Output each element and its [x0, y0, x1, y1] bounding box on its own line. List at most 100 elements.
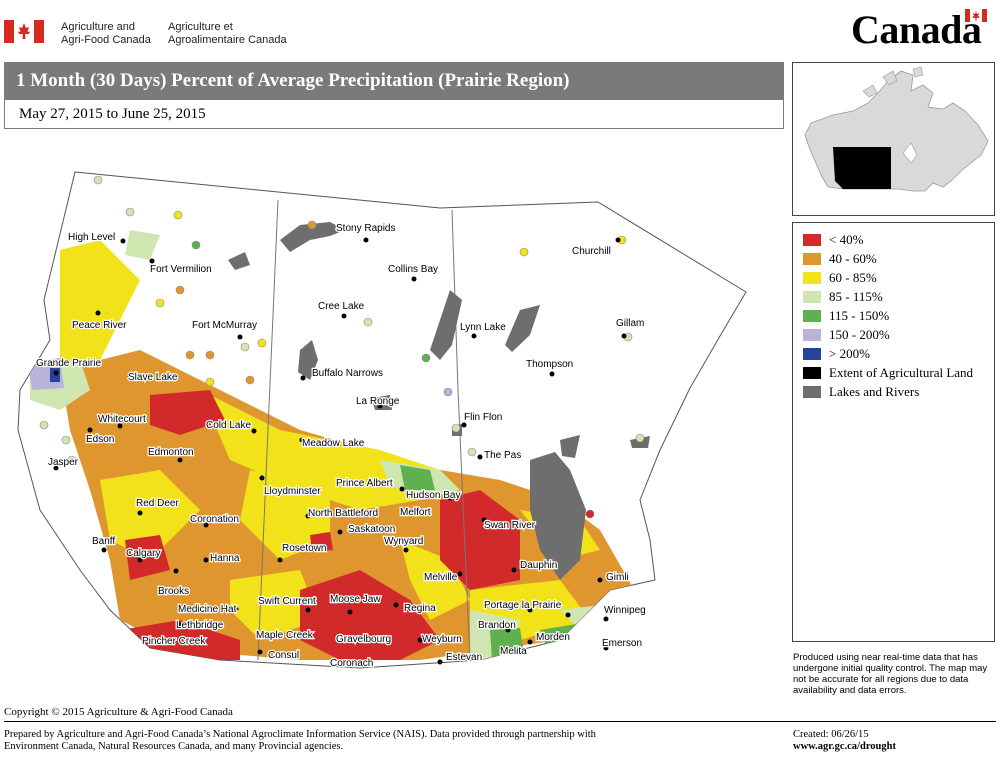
legend-label: < 40%: [829, 232, 864, 247]
footer-divider: [4, 721, 996, 722]
city-label: Coronation: [190, 514, 239, 525]
city-label: Collins Bay: [388, 264, 438, 275]
legend-swatch: [803, 329, 821, 341]
city-label: High Level: [68, 232, 115, 243]
department-name-french: Agriculture et Agroalimentaire Canada: [168, 21, 298, 47]
legend-item: 150 - 200%: [803, 327, 890, 343]
city-label: Brandon: [478, 620, 516, 631]
city-label: Gravelbourg: [336, 634, 391, 645]
city-label: Melfort: [400, 507, 431, 518]
canada-locator-map: [804, 66, 989, 192]
website-link[interactable]: www.agr.gc.ca/drought: [793, 741, 896, 752]
station-markers: [39, 175, 645, 519]
department-en-line2: Agri-Food Canada: [61, 34, 151, 46]
department-fr-line1: Agriculture et: [168, 21, 233, 33]
precipitation-map: High Level Fort Vermilion Peace River Fo…: [17, 171, 747, 671]
date-range: May 27, 2015 to June 25, 2015: [19, 106, 206, 122]
city-label: Gillam: [616, 318, 644, 329]
legend-item: 60 - 85%: [803, 270, 877, 286]
city-label: Coronach: [330, 658, 373, 669]
legend: < 40% 40 - 60% 60 - 85% 85 - 115% 115 - …: [792, 222, 995, 642]
city-label: Swan River: [484, 520, 536, 531]
legend-item: Extent of Agricultural Land: [803, 365, 973, 381]
city-label: Estevan: [446, 652, 482, 663]
city-markers: [53, 237, 627, 665]
city-label: Cree Lake: [318, 301, 365, 312]
created-date: Created: 06/26/15: [793, 729, 869, 740]
legend-label: 40 - 60%: [829, 251, 877, 266]
city-label: Dauphin: [520, 560, 557, 571]
city-label: Moose Jaw: [330, 594, 381, 605]
legend-item: > 200%: [803, 346, 870, 362]
legend-item: 115 - 150%: [803, 308, 889, 324]
city-label: Consul: [268, 650, 299, 661]
legend-item: < 40%: [803, 232, 863, 248]
city-label: Rosetown: [282, 543, 326, 554]
city-label: Meadow Lake: [302, 438, 365, 449]
legend-label: > 200%: [829, 346, 870, 361]
city-label: Jasper: [48, 457, 79, 468]
disclaimer: Produced using near real-time data that …: [793, 652, 988, 696]
legend-item: Lakes and Rivers: [803, 384, 919, 400]
province-boundaries: [257, 199, 471, 661]
city-label: Maple Creek: [256, 630, 314, 641]
city-label: Calgary: [126, 548, 160, 559]
legend-swatch: [803, 367, 821, 379]
department-name-english: Agriculture and Agri-Food Canada: [61, 21, 161, 47]
city-label: Lethbridge: [176, 620, 224, 631]
legend-label: 85 - 115%: [829, 289, 883, 304]
legend-swatch: [803, 272, 821, 284]
city-label: Fort McMurray: [192, 320, 257, 331]
city-label: Swift Current: [258, 596, 316, 607]
city-label: Cold Lake: [206, 420, 251, 431]
city-label: Slave Lake: [128, 372, 178, 383]
city-label: Winnipeg: [604, 605, 646, 616]
legend-swatch: [803, 291, 821, 303]
city-label: Emerson: [602, 638, 642, 649]
canada-flag-icon: [4, 20, 44, 43]
city-label: Pincher Creek: [142, 636, 206, 647]
date-range-box: [4, 99, 784, 129]
legend-swatch: [803, 348, 821, 360]
legend-label: Extent of Agricultural Land: [829, 365, 974, 380]
city-label: Thompson: [526, 359, 573, 370]
prairie-region-highlight: [833, 147, 891, 189]
city-label: La Ronge: [356, 396, 400, 407]
city-label: Flin Flon: [464, 412, 502, 423]
city-label: Hanna: [210, 553, 240, 564]
credits: Prepared by Agriculture and Agri-Food Ca…: [4, 729, 704, 753]
legend-swatch: [803, 253, 821, 265]
wordmark-flag-icon: [965, 9, 987, 22]
city-label: Wynyard: [384, 536, 423, 547]
city-label: Banff: [92, 536, 115, 547]
lakes-and-rivers: [228, 222, 650, 580]
city-label: Prince Albert: [336, 478, 393, 489]
city-label: Peace River: [72, 320, 127, 331]
city-label: Edson: [86, 434, 114, 445]
city-label: Buffalo Narrows: [312, 368, 383, 379]
legend-label: Lakes and Rivers: [829, 384, 920, 399]
city-label: Morden: [536, 632, 570, 643]
legend-swatch: [803, 310, 821, 322]
city-label: Edmonton: [148, 447, 194, 458]
city-label: Grande Prairie: [36, 358, 101, 369]
city-labels: High Level Fort Vermilion Peace River Fo…: [35, 222, 647, 671]
city-label: Weyburn: [422, 634, 462, 645]
legend-swatch: [803, 386, 821, 398]
city-label: Lloydminster: [264, 486, 321, 497]
city-label: Red Deer: [136, 498, 179, 509]
city-label: Brooks: [158, 586, 189, 597]
city-label: Regina: [404, 603, 436, 614]
city-label: Gimli: [606, 572, 629, 583]
city-label: Melita: [500, 646, 527, 657]
legend-swatch: [803, 234, 821, 246]
legend-label: 115 - 150%: [829, 308, 890, 323]
legend-label: 150 - 200%: [829, 327, 890, 342]
title-bar: [4, 62, 784, 99]
city-label: Melville: [424, 572, 458, 583]
locator-map: [792, 62, 995, 216]
credits-line1: Prepared by Agriculture and Agri-Food Ca…: [4, 729, 596, 740]
city-label: Saskatoon: [348, 524, 395, 535]
city-label: Stony Rapids: [336, 223, 395, 234]
city-label: Churchill: [572, 246, 611, 257]
